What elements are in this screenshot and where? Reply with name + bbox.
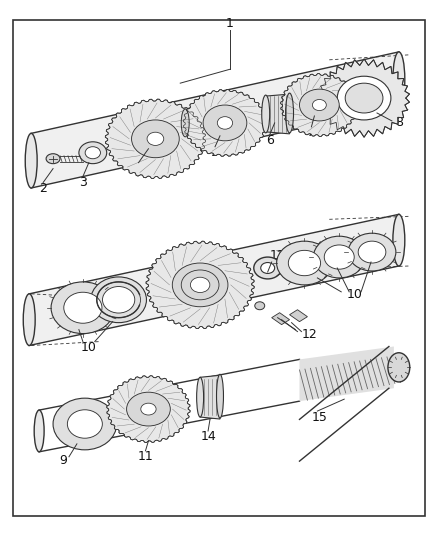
Ellipse shape [64, 292, 102, 323]
Ellipse shape [314, 236, 365, 278]
Text: 14: 14 [200, 431, 216, 443]
Ellipse shape [388, 353, 410, 382]
Polygon shape [318, 59, 410, 138]
Text: 9: 9 [59, 454, 67, 467]
Text: 7: 7 [307, 126, 315, 139]
Ellipse shape [312, 100, 326, 110]
Ellipse shape [85, 147, 100, 159]
Text: 2: 2 [39, 182, 47, 195]
Polygon shape [146, 241, 254, 329]
Polygon shape [281, 74, 358, 136]
Polygon shape [105, 99, 205, 179]
Ellipse shape [300, 89, 339, 121]
Polygon shape [185, 105, 203, 141]
Ellipse shape [46, 154, 60, 164]
Polygon shape [300, 346, 394, 401]
Text: 1: 1 [226, 17, 234, 30]
Text: 3: 3 [79, 176, 87, 189]
Ellipse shape [262, 95, 270, 133]
Ellipse shape [216, 374, 223, 418]
Ellipse shape [197, 377, 204, 417]
Ellipse shape [191, 277, 210, 293]
Text: 10: 10 [81, 341, 97, 354]
Ellipse shape [51, 282, 115, 334]
Ellipse shape [286, 93, 293, 133]
Ellipse shape [324, 245, 354, 269]
Ellipse shape [337, 76, 391, 120]
Text: 4: 4 [134, 162, 142, 175]
Text: 11: 11 [138, 450, 153, 463]
Ellipse shape [203, 105, 247, 141]
Ellipse shape [348, 233, 396, 271]
Polygon shape [183, 90, 267, 156]
Polygon shape [272, 313, 290, 325]
Ellipse shape [67, 410, 102, 438]
Ellipse shape [277, 241, 332, 285]
Text: 10: 10 [346, 288, 362, 301]
Polygon shape [107, 376, 190, 442]
Ellipse shape [102, 287, 135, 313]
Text: 8: 8 [395, 116, 403, 130]
Ellipse shape [358, 241, 386, 263]
Ellipse shape [393, 52, 405, 107]
Ellipse shape [254, 257, 282, 279]
Ellipse shape [288, 251, 321, 276]
Polygon shape [290, 310, 307, 321]
Polygon shape [266, 94, 290, 134]
Ellipse shape [91, 277, 146, 322]
Polygon shape [31, 52, 399, 188]
Ellipse shape [25, 133, 37, 188]
Ellipse shape [79, 142, 107, 164]
Text: 15: 15 [311, 410, 327, 424]
Ellipse shape [147, 132, 164, 146]
Text: 13: 13 [270, 248, 286, 262]
Ellipse shape [393, 214, 405, 266]
Ellipse shape [217, 117, 233, 129]
Ellipse shape [53, 398, 117, 450]
Text: 12: 12 [301, 328, 317, 341]
Polygon shape [29, 214, 399, 345]
Polygon shape [200, 375, 220, 419]
Ellipse shape [181, 109, 189, 137]
Ellipse shape [131, 120, 179, 158]
Text: 5: 5 [211, 146, 219, 159]
Ellipse shape [127, 392, 170, 426]
Ellipse shape [172, 263, 228, 307]
Text: 6: 6 [266, 134, 274, 147]
Ellipse shape [261, 263, 275, 273]
Ellipse shape [23, 294, 35, 345]
Ellipse shape [345, 83, 383, 113]
Ellipse shape [255, 302, 265, 310]
Ellipse shape [141, 403, 156, 415]
Ellipse shape [34, 410, 44, 452]
